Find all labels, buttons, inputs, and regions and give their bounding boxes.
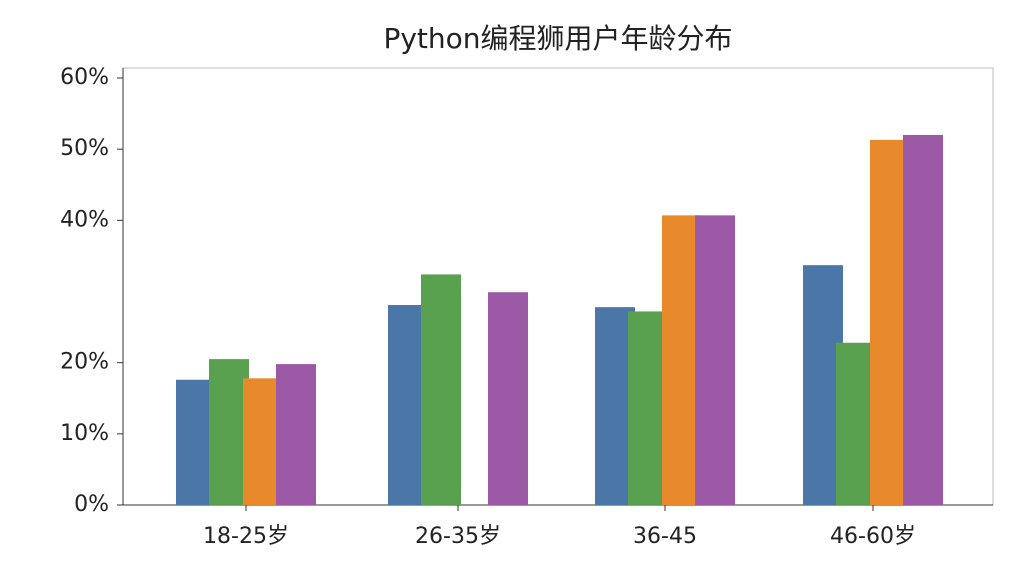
bar [209, 359, 249, 505]
y-tick-label: 50% [60, 136, 109, 161]
bar [276, 364, 316, 505]
y-tick-label: 20% [60, 350, 109, 375]
bar [488, 292, 528, 505]
x-tick-label: 26-35岁 [415, 524, 501, 549]
y-tick-label: 10% [60, 421, 109, 446]
y-tick-label: 60% [60, 65, 109, 90]
x-tick-label: 36-45 [633, 524, 697, 549]
bar [836, 342, 876, 505]
bar [628, 311, 668, 505]
bar [421, 274, 461, 505]
bar [903, 134, 943, 505]
y-tick-label: 0% [74, 492, 109, 517]
x-tick-label: 18-25岁 [203, 524, 289, 549]
bar [695, 215, 735, 505]
chart-title: Python编程狮用户年龄分布 [383, 22, 732, 55]
x-tick-label: 46-60岁 [830, 524, 916, 549]
y-tick-label: 40% [60, 207, 109, 232]
